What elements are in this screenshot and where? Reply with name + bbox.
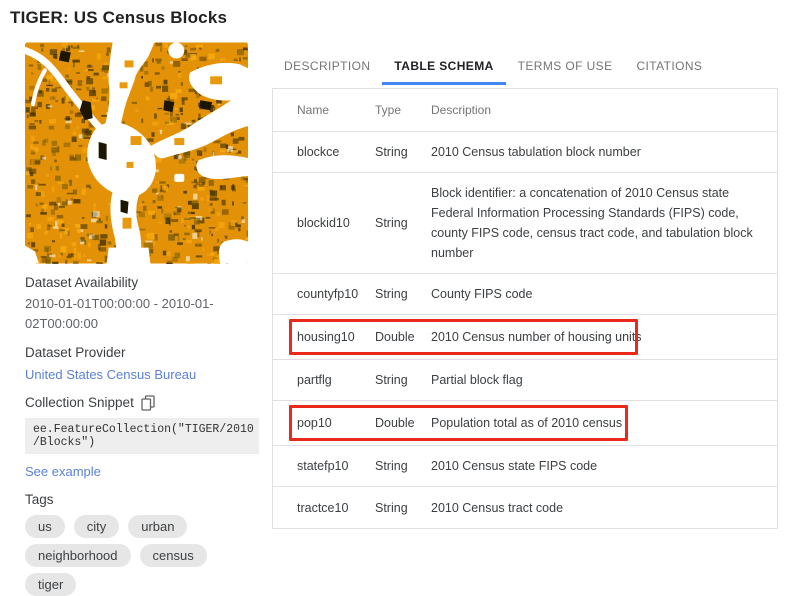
tab-terms-of-use[interactable]: TERMS OF USE: [506, 51, 625, 85]
column-header: Name: [297, 103, 375, 117]
cell-name: countyfp10: [297, 287, 375, 301]
cell-name: partflg: [297, 373, 375, 387]
column-header: Description: [431, 100, 777, 120]
cell-type: String: [375, 501, 431, 515]
cell-description: 2010 Census tract code: [431, 488, 777, 528]
cell-type: String: [375, 145, 431, 159]
tag-chip-us[interactable]: us: [25, 515, 65, 538]
tab-description[interactable]: DESCRIPTION: [272, 51, 382, 85]
sidebar: Dataset Availability 2010-01-01T00:00:00…: [25, 42, 259, 596]
tags-label: Tags: [25, 490, 259, 509]
see-example-link[interactable]: See example: [25, 462, 101, 481]
tag-chip-neighborhood[interactable]: neighborhood: [25, 544, 131, 567]
tag-chip-urban[interactable]: urban: [128, 515, 187, 538]
tag-chip-census[interactable]: census: [140, 544, 207, 567]
cell-name: tractce10: [297, 501, 375, 515]
availability-value: 2010-01-01T00:00:00 - 2010-01-02T00:00:0…: [25, 294, 259, 334]
cell-name: blockid10: [297, 216, 375, 230]
cell-type: String: [375, 459, 431, 473]
cell-type: String: [375, 373, 431, 387]
cell-type: Double: [375, 330, 431, 344]
cell-description: Population total as of 2010 census: [431, 403, 777, 443]
tag-chip-tiger[interactable]: tiger: [25, 573, 76, 596]
provider-link[interactable]: United States Census Bureau: [25, 365, 196, 384]
content-copy-icon[interactable]: [141, 395, 155, 411]
availability-label: Dataset Availability: [25, 273, 259, 292]
collection-snippet-code: ee.FeatureCollection("TIGER/2010 /Blocks…: [25, 418, 259, 454]
cell-description: Partial block flag: [431, 360, 777, 400]
cell-description: Block identifier: a concatenation of 201…: [431, 173, 777, 273]
tab-citations[interactable]: CITATIONS: [624, 51, 714, 85]
cell-type: String: [375, 287, 431, 301]
cell-name: housing10: [297, 330, 375, 344]
cell-name: statefp10: [297, 459, 375, 473]
cell-description: 2010 Census tabulation block number: [431, 132, 777, 172]
tab-table-schema[interactable]: TABLE SCHEMA: [382, 51, 505, 85]
provider-label: Dataset Provider: [25, 343, 259, 362]
tag-chip-city[interactable]: city: [74, 515, 120, 538]
snippet-label: Collection Snippet: [25, 393, 134, 412]
dataset-thumbnail-map: [25, 42, 248, 264]
cell-description: 2010 Census state FIPS code: [431, 446, 777, 486]
cell-description: 2010 Census number of housing units: [431, 317, 777, 357]
cell-description: County FIPS code: [431, 274, 777, 314]
column-header: Type: [375, 103, 431, 117]
cell-type: Double: [375, 416, 431, 430]
cell-type: String: [375, 216, 431, 230]
cell-name: blockce: [297, 145, 375, 159]
cell-name: pop10: [297, 416, 375, 430]
page-title: TIGER: US Census Blocks: [10, 8, 227, 28]
